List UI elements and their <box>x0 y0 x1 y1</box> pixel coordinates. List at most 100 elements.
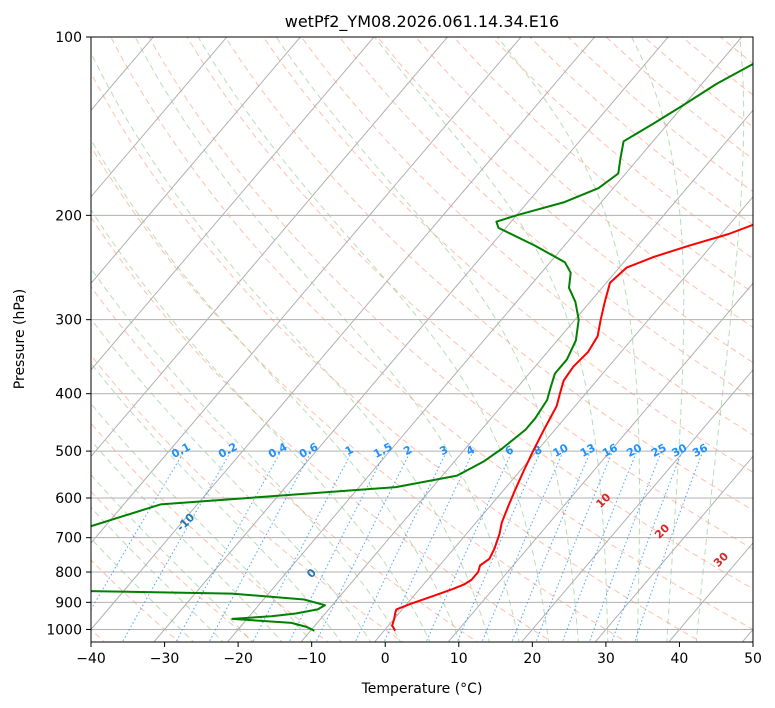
y-tick-label: 800 <box>55 565 82 581</box>
moist-adiabat-line <box>91 362 342 642</box>
mixing-ratio-line <box>354 450 448 642</box>
dry-adiabat-label: -20 <box>61 459 84 482</box>
dry-adiabat-line <box>262 37 753 473</box>
dry-adiabat-line <box>605 37 753 160</box>
isotherm-line <box>91 37 522 544</box>
y-axis: 100 200 300 400 500 600 700 800 900 1000 <box>46 30 91 638</box>
moist-adiabat-line <box>91 439 283 642</box>
isotherm-line <box>594 455 753 642</box>
mixing-ratio-line <box>511 450 592 642</box>
moist-adiabat-line <box>91 506 224 642</box>
x-tick-label: 40 <box>671 651 689 667</box>
x-tick-label: −30 <box>150 651 180 667</box>
x-axis: −40 −30 −20 −10 0 10 20 30 40 50 <box>76 642 762 667</box>
mixing-ratio-label: 36 <box>690 441 710 460</box>
isotherm-grid <box>91 37 753 642</box>
x-tick-label: 20 <box>523 651 541 667</box>
moist-adiabat-line <box>91 474 254 642</box>
y-tick-label: 1000 <box>46 622 82 638</box>
x-tick-label: 10 <box>450 651 468 667</box>
moist-adiabat-line <box>91 537 195 642</box>
dry-adiabat-line <box>91 145 628 642</box>
moist-adiabat-label: 40 <box>763 578 775 598</box>
moist-adiabat-label: 10 <box>593 490 613 510</box>
dry-adiabat-line <box>148 37 753 590</box>
mixing-ratio-label: 0.6 <box>297 440 321 461</box>
moist-adiabat-line <box>497 37 641 642</box>
mixing-ratio-label: 0.2 <box>216 440 239 461</box>
mixing-ratio-label: 4 <box>464 443 477 458</box>
mixing-ratio-label: 16 <box>600 441 620 460</box>
isotherm-line <box>300 109 753 642</box>
y-tick-label: 300 <box>55 313 82 329</box>
dry-adiabat-line <box>186 37 753 550</box>
isotherm-line <box>153 37 669 642</box>
moist-adiabat-line <box>134 37 520 642</box>
mixing-ratio-label: 13 <box>578 441 598 460</box>
isobar-grid <box>91 37 753 630</box>
x-axis-title: Temperature (°C) <box>361 681 483 697</box>
mixing-ratio-line <box>383 450 474 642</box>
isotherm-line <box>447 282 753 642</box>
mixing-ratio-label: 0.1 <box>169 440 192 461</box>
dry-adiabat-line <box>110 37 753 630</box>
y-tick-label: 100 <box>55 30 82 46</box>
y-tick-label: 500 <box>55 444 82 460</box>
dewpoint-profile-line <box>91 62 753 632</box>
x-tick-label: 30 <box>597 651 615 667</box>
moist-adiabats <box>91 37 745 642</box>
mixing-ratio-labels: 0.1 0.2 0.4 0.6 1 1.5 2 3 4 6 8 10 13 16 20 25 30 36 <box>169 440 710 461</box>
y-tick-label: 700 <box>55 531 82 547</box>
isotherm-line <box>521 369 753 642</box>
moist-adiabat-line <box>91 267 402 642</box>
dry-adiabat-line <box>759 37 775 644</box>
dry-adiabat-line <box>453 37 753 294</box>
mixing-ratio-line <box>252 450 353 642</box>
y-tick-label: 200 <box>55 208 82 224</box>
mixing-ratio-line <box>611 450 683 642</box>
mixing-ratio-line <box>561 450 638 642</box>
y-tick-label: 600 <box>55 491 82 507</box>
y-tick-label: 900 <box>55 595 82 611</box>
dry-adiabat-line <box>91 72 703 642</box>
dry-adiabat-line <box>415 37 753 328</box>
x-tick-label: −10 <box>297 651 327 667</box>
mixing-ratio-label: 3 <box>437 443 450 458</box>
x-tick-label: 50 <box>744 651 762 667</box>
mixing-ratio-label: 2 <box>401 443 414 458</box>
isotherm-line <box>373 195 753 642</box>
temperature-profile-line <box>391 223 753 632</box>
mixing-ratio-label: 0.4 <box>266 440 290 461</box>
isotherm-line <box>91 37 302 285</box>
mixing-ratio-label: 10 <box>551 441 571 460</box>
dry-adiabat-line <box>91 354 404 642</box>
isotherm-line <box>91 37 449 458</box>
dry-adiabat-labels: -100-90-80-70-60-50-40-30-20-100 <box>61 459 319 581</box>
mixing-ratio-label: 25 <box>649 441 669 460</box>
dry-adiabat-line <box>491 37 753 260</box>
mixing-ratio-label: 20 <box>624 441 644 460</box>
isotherm-line <box>91 37 596 631</box>
dry-adiabat-line <box>91 285 479 642</box>
dry-adiabat-line <box>91 422 330 642</box>
moist-adiabat-line <box>91 318 372 642</box>
isotherm-line <box>91 37 228 198</box>
mixing-ratio-line <box>175 450 282 642</box>
dry-adiabat-line <box>91 216 553 642</box>
x-tick-label: −40 <box>76 651 106 667</box>
moist-adiabat-line <box>91 208 431 642</box>
moist-adiabat-line <box>197 37 550 642</box>
mixing-ratio-lines <box>91 450 704 642</box>
chart-title: wetPf2_YM08.2026.061.14.34.E16 <box>285 12 559 32</box>
dry-adiabat-label: 0 <box>304 566 319 581</box>
isotherm-line <box>91 37 375 371</box>
y-tick-label: 400 <box>55 387 82 403</box>
mixing-ratio-line <box>481 450 564 642</box>
moist-adiabat-line <box>91 402 313 642</box>
mixing-ratio-line <box>588 450 663 642</box>
mixing-ratio-line <box>91 450 185 611</box>
dry-adiabat-line <box>300 37 753 436</box>
y-axis-title: Pressure (hPa) <box>12 289 28 389</box>
